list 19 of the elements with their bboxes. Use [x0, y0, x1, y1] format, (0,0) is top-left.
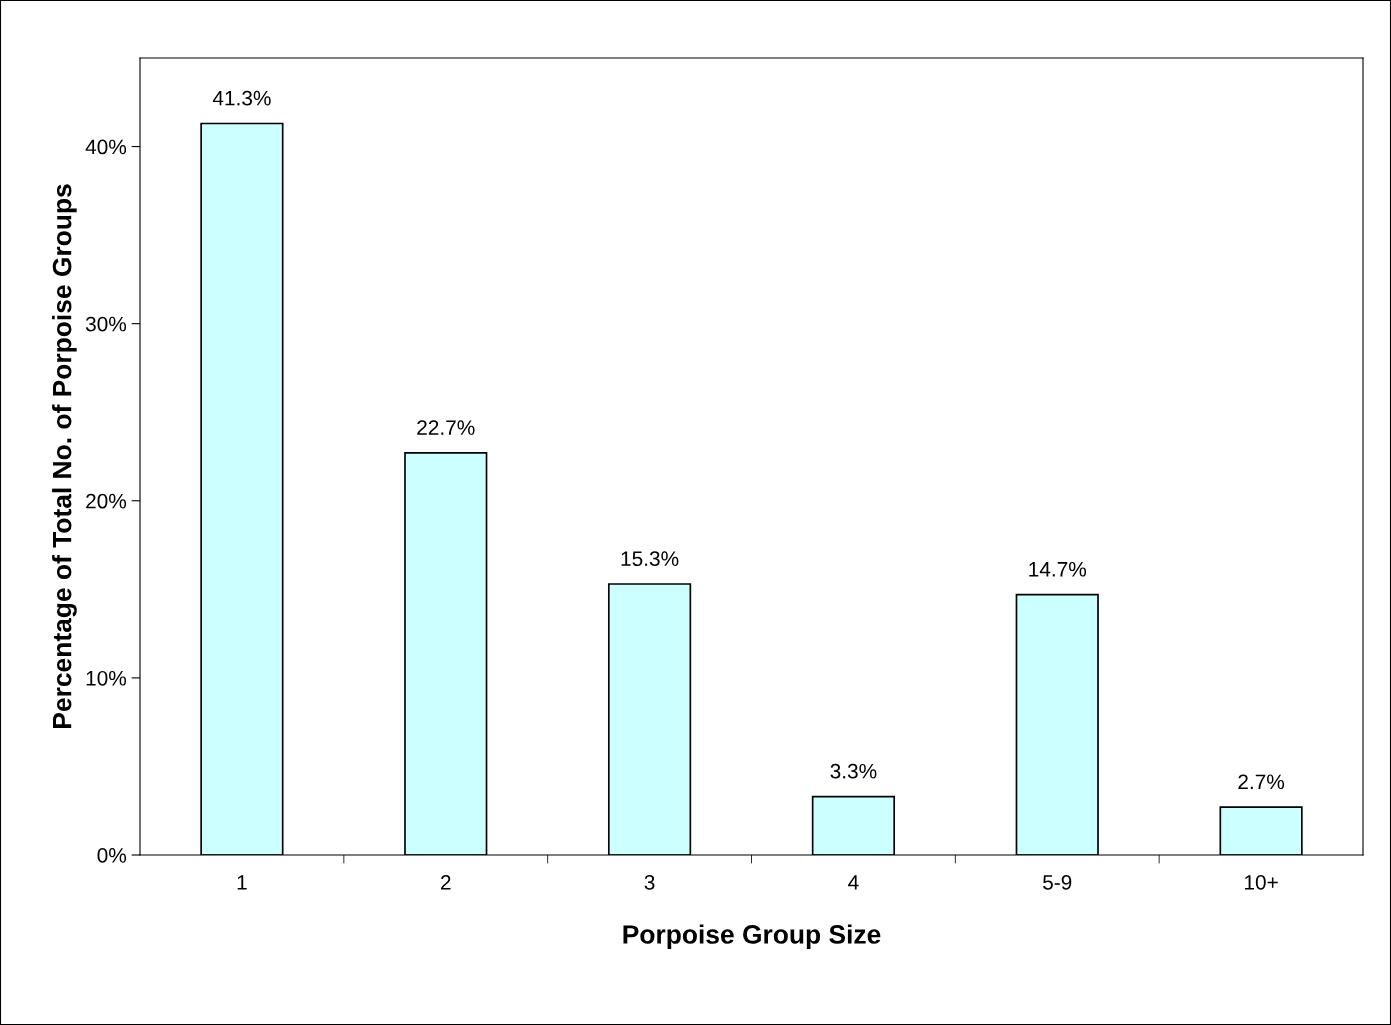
x-tick-label: 5-9	[1043, 874, 1072, 890]
x-tick-label: 1	[237, 875, 247, 890]
y-tick-label: 30%	[85, 316, 127, 332]
y-tick-label: 10%	[86, 670, 127, 686]
data-label: 22.7%	[417, 420, 475, 435]
data-label: 15.3%	[621, 551, 679, 567]
x-tick-label: 3	[644, 874, 655, 890]
y-tick-label: 20%	[86, 493, 127, 509]
x-tick-label: 4	[848, 875, 859, 890]
x-tick-label: 10+	[1245, 874, 1278, 890]
y-tick-label: 0%	[97, 848, 127, 863]
data-label: 14.7%	[1029, 561, 1087, 577]
data-label: 2.7%	[1238, 774, 1285, 790]
data-label: 41.3%	[212, 90, 271, 106]
data-label: 3.3%	[830, 763, 877, 779]
x-tick-label: 2	[441, 874, 451, 890]
y-tick-label: 40%	[85, 139, 127, 155]
x-axis-title: Porpoise Group Size	[623, 924, 881, 950]
y-axis-title: Percentage of Total No. of Porpoise Groups	[52, 184, 77, 728]
